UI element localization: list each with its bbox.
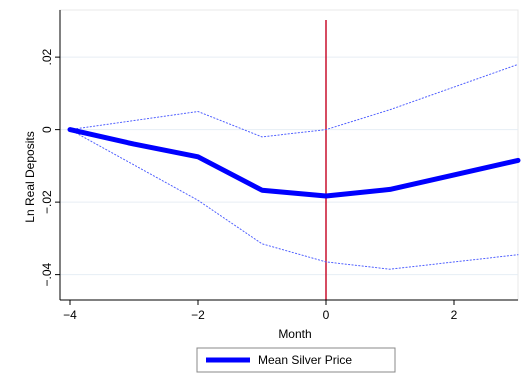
x-axis-label: Month	[278, 327, 311, 341]
y-tick-label: 0	[40, 126, 54, 133]
x-tick-label: 0	[323, 308, 330, 322]
y-tick-label: .02	[40, 48, 54, 65]
y-tick-label: −.02	[40, 190, 54, 214]
mean-silver-price-line	[67, 127, 521, 199]
legend-label: Mean Silver Price	[258, 353, 352, 367]
plot-area	[59, 9, 519, 301]
axes-layer: −4 −2 0 2 .02 0 −.02 −.04	[40, 10, 518, 322]
series-layer	[67, 20, 521, 300]
x-tick-label: 2	[451, 308, 458, 322]
x-tick-label: −2	[191, 308, 205, 322]
x-tick-label: −4	[63, 308, 77, 322]
y-tick-label: −.04	[40, 262, 54, 286]
grid-layer	[59, 9, 519, 301]
y-axis-label: Ln Real Deposits	[23, 131, 37, 222]
legend: Mean Silver Price	[196, 347, 396, 373]
